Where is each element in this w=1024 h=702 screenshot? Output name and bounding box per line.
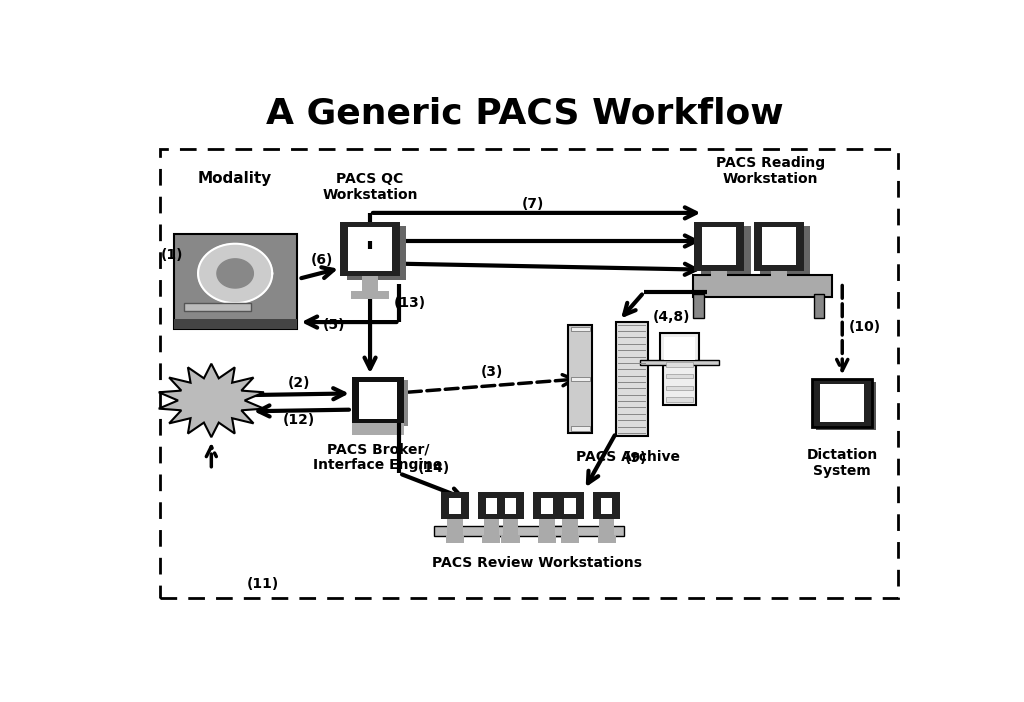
FancyBboxPatch shape xyxy=(570,377,590,381)
FancyBboxPatch shape xyxy=(485,498,498,514)
FancyBboxPatch shape xyxy=(356,380,408,426)
FancyBboxPatch shape xyxy=(666,386,693,390)
FancyBboxPatch shape xyxy=(814,294,824,318)
FancyBboxPatch shape xyxy=(593,492,621,519)
FancyBboxPatch shape xyxy=(556,492,584,519)
FancyBboxPatch shape xyxy=(712,271,727,286)
FancyBboxPatch shape xyxy=(694,222,744,271)
FancyBboxPatch shape xyxy=(503,519,518,534)
Text: PACS Reading
Workstation: PACS Reading Workstation xyxy=(716,156,825,186)
Polygon shape xyxy=(159,364,264,437)
FancyBboxPatch shape xyxy=(174,319,297,329)
FancyBboxPatch shape xyxy=(534,492,561,519)
FancyBboxPatch shape xyxy=(702,227,736,265)
FancyBboxPatch shape xyxy=(350,291,389,299)
FancyBboxPatch shape xyxy=(538,534,556,543)
FancyBboxPatch shape xyxy=(539,519,555,534)
Polygon shape xyxy=(217,259,253,288)
FancyBboxPatch shape xyxy=(601,498,612,514)
FancyBboxPatch shape xyxy=(562,519,578,534)
FancyBboxPatch shape xyxy=(820,384,864,422)
Text: (4,8): (4,8) xyxy=(653,310,690,324)
FancyBboxPatch shape xyxy=(754,222,804,271)
FancyBboxPatch shape xyxy=(497,492,524,519)
FancyBboxPatch shape xyxy=(693,294,703,318)
FancyBboxPatch shape xyxy=(760,227,810,275)
FancyBboxPatch shape xyxy=(640,360,719,365)
Text: (10): (10) xyxy=(849,321,881,334)
FancyBboxPatch shape xyxy=(816,382,876,430)
FancyBboxPatch shape xyxy=(598,534,615,543)
FancyBboxPatch shape xyxy=(483,519,500,534)
Text: (13): (13) xyxy=(393,296,426,310)
Text: (12): (12) xyxy=(283,413,314,428)
Text: (7): (7) xyxy=(521,197,544,211)
FancyBboxPatch shape xyxy=(763,286,795,294)
FancyBboxPatch shape xyxy=(352,423,403,435)
Text: (14): (14) xyxy=(418,461,450,475)
FancyBboxPatch shape xyxy=(666,374,693,378)
Text: PACS Archive: PACS Archive xyxy=(575,450,680,464)
Text: PACS Review Workstations: PACS Review Workstations xyxy=(432,555,642,569)
Text: (5): (5) xyxy=(324,318,345,332)
FancyBboxPatch shape xyxy=(568,325,592,433)
FancyBboxPatch shape xyxy=(771,271,786,286)
FancyBboxPatch shape xyxy=(812,379,872,428)
FancyBboxPatch shape xyxy=(347,227,407,281)
FancyBboxPatch shape xyxy=(561,534,579,543)
FancyBboxPatch shape xyxy=(502,534,519,543)
FancyBboxPatch shape xyxy=(445,534,464,543)
Text: Dictation
System: Dictation System xyxy=(807,447,878,478)
Text: PACS Broker/
Interface Engine: PACS Broker/ Interface Engine xyxy=(313,442,442,472)
FancyBboxPatch shape xyxy=(659,333,699,363)
FancyBboxPatch shape xyxy=(489,526,564,536)
Text: PACS QC
Workstation: PACS QC Workstation xyxy=(323,172,418,202)
FancyBboxPatch shape xyxy=(664,337,695,360)
FancyBboxPatch shape xyxy=(570,426,590,431)
FancyBboxPatch shape xyxy=(348,227,392,271)
Text: (9): (9) xyxy=(625,451,647,465)
Polygon shape xyxy=(198,244,272,303)
FancyBboxPatch shape xyxy=(477,492,506,519)
FancyBboxPatch shape xyxy=(599,519,614,534)
FancyBboxPatch shape xyxy=(441,492,469,519)
FancyBboxPatch shape xyxy=(666,362,693,366)
FancyBboxPatch shape xyxy=(505,498,516,514)
FancyBboxPatch shape xyxy=(700,227,751,275)
FancyBboxPatch shape xyxy=(174,234,297,329)
FancyBboxPatch shape xyxy=(482,534,501,543)
Text: A Generic PACS Workflow: A Generic PACS Workflow xyxy=(266,97,783,131)
FancyBboxPatch shape xyxy=(663,364,696,404)
Text: Modality: Modality xyxy=(198,171,272,186)
FancyBboxPatch shape xyxy=(666,397,693,402)
FancyBboxPatch shape xyxy=(616,322,648,435)
Text: (6): (6) xyxy=(311,253,334,267)
FancyBboxPatch shape xyxy=(447,519,463,534)
FancyBboxPatch shape xyxy=(703,286,735,294)
FancyBboxPatch shape xyxy=(549,526,624,536)
FancyBboxPatch shape xyxy=(183,303,251,311)
Text: RIS: RIS xyxy=(190,390,231,411)
Text: (2): (2) xyxy=(288,376,310,390)
FancyBboxPatch shape xyxy=(340,222,399,276)
FancyBboxPatch shape xyxy=(352,378,403,423)
FancyBboxPatch shape xyxy=(449,498,461,514)
FancyBboxPatch shape xyxy=(362,276,378,291)
FancyBboxPatch shape xyxy=(433,526,509,536)
FancyBboxPatch shape xyxy=(541,498,553,514)
Text: (11): (11) xyxy=(247,577,279,590)
Text: (3): (3) xyxy=(480,365,503,379)
FancyBboxPatch shape xyxy=(564,498,575,514)
FancyBboxPatch shape xyxy=(570,327,590,331)
FancyBboxPatch shape xyxy=(693,275,833,297)
FancyBboxPatch shape xyxy=(762,227,796,265)
Text: (1): (1) xyxy=(161,248,183,262)
FancyBboxPatch shape xyxy=(359,383,396,418)
